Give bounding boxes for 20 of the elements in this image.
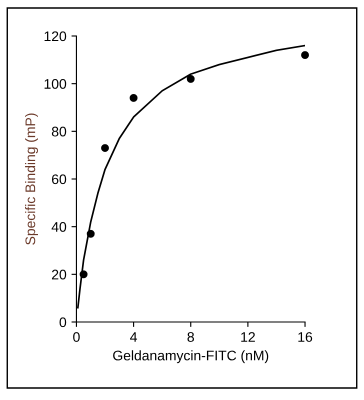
- y-tick-label: 100: [44, 79, 66, 89]
- y-axis-title: Specific Binding (mP): [25, 113, 38, 245]
- point: [186, 74, 195, 83]
- x-tick-label: 0: [73, 332, 80, 342]
- point: [130, 94, 138, 102]
- x-tick-label: 12: [241, 332, 255, 342]
- point: [86, 230, 95, 238]
- y-tick-label: 40: [52, 222, 66, 232]
- y-tick-label: 20: [52, 270, 66, 280]
- x-tick-label: 16: [298, 332, 312, 342]
- x-tick-label: 4: [130, 332, 138, 342]
- y-tick-label: 120: [44, 31, 66, 42]
- point: [80, 270, 88, 278]
- x-axis-title: Geldanamycin-FITC (nM): [113, 350, 268, 364]
- x-tick-label: 8: [187, 332, 194, 342]
- y-tick-label: 0: [60, 317, 66, 328]
- y-tick-label: 60: [52, 174, 66, 184]
- y-tick-label: 80: [52, 126, 66, 137]
- point: [101, 144, 109, 152]
- point: [301, 51, 309, 60]
